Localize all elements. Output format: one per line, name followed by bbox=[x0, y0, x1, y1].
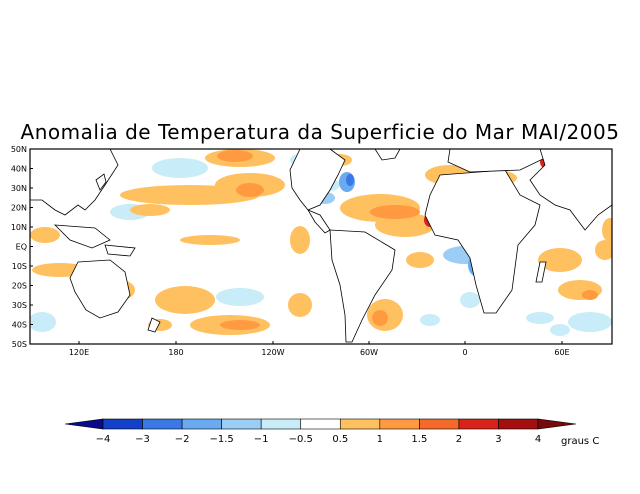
lat-label: 40S bbox=[12, 321, 27, 330]
coastlines bbox=[30, 149, 612, 343]
lat-label: 30S bbox=[12, 301, 27, 310]
colorbar-segment bbox=[498, 418, 539, 430]
colorbar-tick-label: 0.5 bbox=[332, 434, 348, 445]
colorbar-tick-label: −0.5 bbox=[289, 434, 313, 445]
colorbar-segment bbox=[300, 418, 341, 430]
lat-label: 10N bbox=[11, 223, 27, 232]
colorbar-segment bbox=[458, 418, 499, 430]
lat-label: 10S bbox=[12, 262, 27, 271]
colorbar-tick-label: −2 bbox=[175, 434, 190, 445]
colorbar-tick-label: 3 bbox=[495, 434, 501, 445]
colorbar-tick-label: 1 bbox=[377, 434, 383, 445]
colorbar-segment bbox=[102, 418, 143, 430]
colorbar-tick-label: 4 bbox=[535, 434, 541, 445]
south-pacific-warm bbox=[155, 286, 215, 314]
colorbar-tick-label: −4 bbox=[96, 434, 111, 445]
north-pacific-cool-patch bbox=[152, 158, 208, 178]
lon-label: 120W bbox=[261, 348, 284, 357]
colorbar-tick-label: −1.5 bbox=[209, 434, 233, 445]
colorbar-segment bbox=[339, 418, 381, 430]
colorbar-segment bbox=[221, 418, 262, 430]
lon-label: 120E bbox=[69, 348, 89, 357]
longitude-labels: 120E 180 120W 60W 0 60E bbox=[69, 341, 570, 357]
lon-label: 60W bbox=[360, 348, 378, 357]
lat-label: 30N bbox=[11, 184, 27, 193]
colorbar-low-arrow bbox=[64, 418, 104, 430]
colorbar-segment bbox=[142, 418, 183, 430]
colorbar-segment bbox=[260, 418, 302, 430]
colorbar-tick-label: 1.5 bbox=[411, 434, 427, 445]
lat-label: 20S bbox=[12, 282, 27, 291]
latitude-labels: 50N 40N 30N 20N 10N EQ 10S 20S 30S 40S 50S bbox=[11, 145, 33, 349]
lon-label: 60E bbox=[554, 348, 569, 357]
colorbar-tick-label: 2 bbox=[456, 434, 462, 445]
colorbar-unit: graus C bbox=[561, 436, 599, 447]
lon-label: 180 bbox=[168, 348, 183, 357]
lat-label: 40N bbox=[11, 165, 27, 174]
colorbar-tick-label: −3 bbox=[135, 434, 150, 445]
anomaly-field bbox=[30, 149, 612, 344]
colorbar-high-arrow bbox=[537, 418, 577, 430]
lat-label: 50S bbox=[12, 340, 27, 349]
colorbar-segment bbox=[181, 418, 222, 430]
colorbar: −4 −3 −2 −1.5 −1 −0.5 0.5 1 1.5 2 3 4 bbox=[64, 418, 577, 445]
lat-label: EQ bbox=[16, 243, 27, 252]
lat-label: 20N bbox=[11, 204, 27, 213]
map-title: Anomalia de Temperatura da Superficie do… bbox=[20, 120, 620, 144]
colorbar-segment bbox=[419, 418, 460, 430]
colorbar-tick-label: −1 bbox=[254, 434, 269, 445]
lat-label: 50N bbox=[11, 145, 27, 154]
lon-label: 0 bbox=[462, 348, 467, 357]
colorbar-segment bbox=[379, 418, 420, 430]
